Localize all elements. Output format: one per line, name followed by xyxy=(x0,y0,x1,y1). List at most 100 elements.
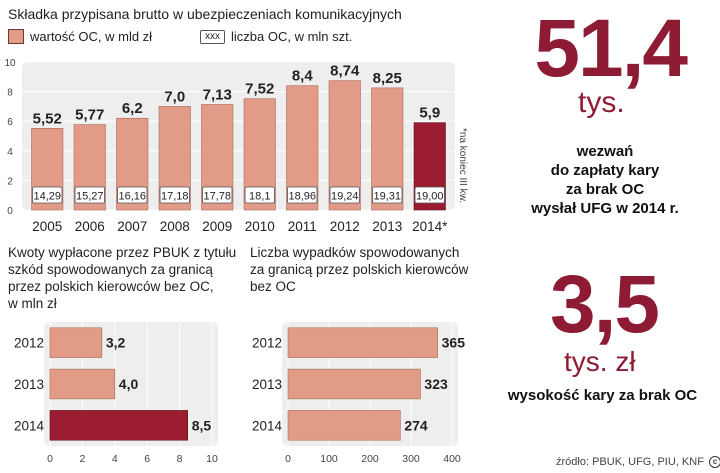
legend-count-box: xxx xyxy=(200,29,225,44)
count-box xyxy=(159,186,190,204)
bar-value-label: 5,77 xyxy=(75,107,104,124)
left-chart-title-line: szkód spowodowanych za granicą xyxy=(8,262,213,277)
bar-value-label: 6,2 xyxy=(122,100,143,117)
y-tick-label: 4 xyxy=(7,147,13,158)
count-label: 14,29 xyxy=(33,191,61,203)
x-tick-label: 100 xyxy=(320,453,338,465)
bar-value-label: 365 xyxy=(442,335,466,351)
y-tick-label: 2 xyxy=(7,176,13,187)
x-tick-label: 2005 xyxy=(32,219,62,234)
main-bar-chart: 0 2 4 6 8 10 5,52 14,29 2005 5,77 15,27 2006 6,2 16,1… xyxy=(4,58,455,234)
main-chart-title: Składka przypisana brutto w ubezpieczeni… xyxy=(8,6,402,22)
category-label: 2013 xyxy=(14,377,44,392)
bar-value-label: 7,0 xyxy=(164,88,185,105)
x-tick-label: 2 xyxy=(79,453,85,465)
category-label: 2014 xyxy=(252,418,283,433)
legend-value-label: wartość OC, w mld zł xyxy=(30,29,153,44)
stat1-unit: tys. xyxy=(578,86,625,119)
bar xyxy=(287,368,421,400)
category-label: 2013 xyxy=(252,377,282,392)
count-label: 16,16 xyxy=(118,191,146,203)
count-label: 19,24 xyxy=(331,191,359,203)
count-label: 18,1 xyxy=(249,191,270,203)
y-tick-label: 8 xyxy=(7,88,13,99)
bar-value-label: 4,0 xyxy=(119,376,139,392)
count-label: 19,00 xyxy=(416,191,444,203)
x-tick-label: 2013 xyxy=(372,219,402,234)
bar-value-label: 3,2 xyxy=(106,335,126,351)
stat1-line: za brak OC xyxy=(565,181,645,198)
x-tick-label: 2008 xyxy=(160,219,190,234)
right-chart-title-line: bez OC xyxy=(250,279,296,294)
stat2-unit: tys. zł xyxy=(564,346,636,377)
x-tick-label: 300 xyxy=(402,453,420,465)
cc-icon: c xyxy=(708,456,720,469)
category-label: 2012 xyxy=(14,336,44,351)
stat1-description: wezwań do zapłaty kary za brak OC wysłał… xyxy=(500,142,710,218)
x-tick-label: 2011 xyxy=(288,219,317,234)
y-tick-label: 10 xyxy=(4,58,16,69)
bar-value-label: 8,5 xyxy=(192,417,212,433)
x-tick-label: 10 xyxy=(206,453,218,465)
bar xyxy=(49,327,103,358)
x-tick-label: 6 xyxy=(144,453,150,465)
footnote: *na koniec III kw. xyxy=(457,128,468,204)
left-chart-title-line: przez polskich kierowców bez OC, xyxy=(8,279,214,294)
x-tick-label: 2009 xyxy=(202,219,232,234)
legend-swatch xyxy=(8,29,24,44)
stat1-line: wezwań xyxy=(576,143,634,160)
x-tick-label: 400 xyxy=(443,453,461,465)
left-chart-title: Kwoty wypłacone przez PBUK z tytułu szkó… xyxy=(8,244,236,312)
bar-value-label: 8,74 xyxy=(330,63,360,80)
right-chart-title-line: Liczba wypadków spowodowanych xyxy=(250,245,460,260)
bar-value-label: 7,13 xyxy=(203,86,232,103)
stat1-line: wysłał UFG w 2014 r. xyxy=(531,200,679,217)
category-label: 2012 xyxy=(252,336,282,351)
left-chart-title-line: Kwoty wypłacone przez PBUK z tytułu xyxy=(8,245,237,260)
bar-value-label: 8,25 xyxy=(373,70,402,87)
count-box xyxy=(74,186,105,204)
legend-count: xxx liczba OC, w mln szt. xyxy=(200,29,352,44)
bar xyxy=(49,410,188,441)
count-box xyxy=(372,186,403,204)
right-chart-title: Liczba wypadków spowodowanych za granicą… xyxy=(250,244,468,295)
x-tick-label: 2006 xyxy=(75,219,105,234)
x-tick-label: 8 xyxy=(177,453,183,465)
source-line: źródło: PBUK, UFG, PIU, KNF cP xyxy=(556,456,720,469)
right-chart-title-line: za granicą przez polskich kierowców xyxy=(250,262,469,277)
x-tick-label: 2007 xyxy=(117,219,147,234)
source-text: źródło: PBUK, UFG, PIU, KNF xyxy=(556,456,704,468)
stat2-number: 3,5 xyxy=(550,259,660,350)
count-box xyxy=(117,186,148,204)
x-tick-label: 2010 xyxy=(245,219,275,234)
x-tick-label: 0 xyxy=(47,453,53,465)
y-tick-label: 6 xyxy=(7,117,13,128)
count-box xyxy=(244,186,275,204)
legend-value: wartość OC, w mld zł xyxy=(8,29,152,44)
count-label: 18,96 xyxy=(288,191,316,203)
bar xyxy=(49,368,116,400)
x-tick-label: 0 xyxy=(285,453,291,465)
right-bar-chart: 0 100 200 300 400 2012 365 2013 323 2014 274 xyxy=(252,322,466,465)
bar-value-label: 7,52 xyxy=(245,81,274,98)
count-box xyxy=(32,186,63,204)
x-tick-label: 2014* xyxy=(412,219,448,234)
count-box xyxy=(287,186,318,204)
count-box xyxy=(414,186,445,204)
x-tick-label: 200 xyxy=(361,453,379,465)
count-box xyxy=(329,186,360,204)
x-tick-label: 2012 xyxy=(330,219,360,234)
bar-value-label: 5,9 xyxy=(419,105,440,122)
stat1-line: do zapłaty kary xyxy=(550,162,660,179)
category-label: 2014 xyxy=(14,418,45,433)
count-label: 17,78 xyxy=(203,191,231,203)
stat2-description: wysokość kary za brak OC xyxy=(507,387,698,404)
stat1-number: 51,4 xyxy=(534,3,688,94)
left-chart-title-line: w mln zł xyxy=(8,296,57,311)
bar-value-label: 323 xyxy=(424,376,448,392)
count-label: 19,31 xyxy=(373,191,401,203)
legend-count-label: liczba OC, w mln szt. xyxy=(231,29,353,44)
y-tick-label: 0 xyxy=(7,206,13,217)
count-box xyxy=(202,186,233,204)
left-bar-chart: 0 2 4 6 8 10 2012 3,2 2013 4,0 2014 8,5 xyxy=(14,322,218,465)
